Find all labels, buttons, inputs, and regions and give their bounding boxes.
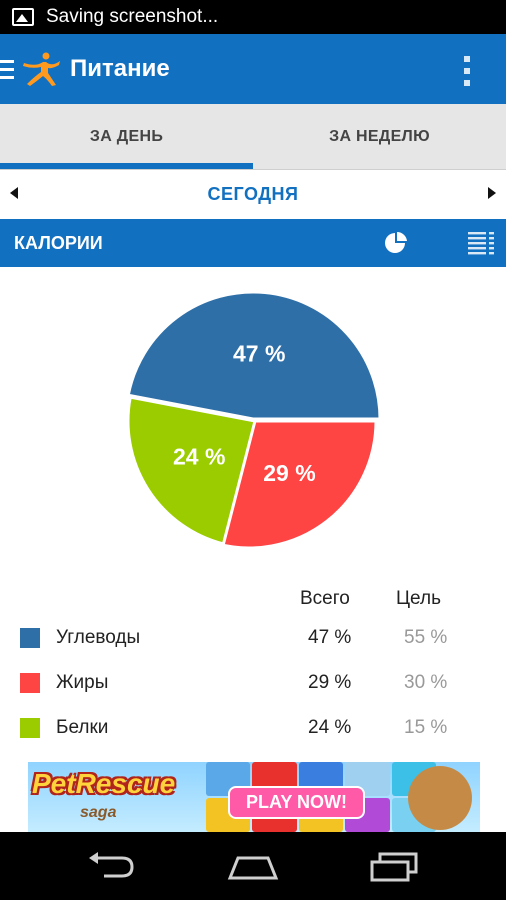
row-total: 47 % xyxy=(308,627,352,648)
carbs-swatch xyxy=(20,628,40,648)
header-total: Всего xyxy=(300,588,350,609)
system-nav-bar xyxy=(0,832,506,900)
ad-banner[interactable]: PetRescue saga PLAY NOW! xyxy=(28,762,480,832)
legend-row-protein: Белки 24 % 15 % xyxy=(0,708,506,753)
next-day-icon[interactable] xyxy=(488,187,496,199)
calorie-pie-chart: 47 % 29 % 24 % xyxy=(0,267,506,567)
row-name: Белки xyxy=(56,717,109,738)
pie-chart-icon[interactable] xyxy=(384,231,408,255)
date-label[interactable]: СЕГОДНЯ xyxy=(207,183,299,204)
status-bar: Saving screenshot... xyxy=(0,0,506,34)
previous-day-icon[interactable] xyxy=(10,187,18,199)
page-title: Питание xyxy=(70,55,170,82)
ad-brand-sub: saga xyxy=(80,804,117,821)
row-total: 24 % xyxy=(308,717,352,738)
tab-day[interactable]: ЗА ДЕНЬ xyxy=(0,104,253,169)
pie-label-3: 24 % xyxy=(173,443,225,469)
header-goal: Цель xyxy=(396,588,441,609)
pie-svg: 47 % 29 % 24 % xyxy=(126,290,382,550)
macro-legend: Всего Цель Углеводы 47 % 55 % Жиры 29 % … xyxy=(0,582,506,753)
menu-icon[interactable] xyxy=(0,59,16,79)
protein-swatch xyxy=(20,718,40,738)
legend-row-fat: Жиры 29 % 30 % xyxy=(0,663,506,708)
back-icon[interactable] xyxy=(86,852,138,878)
list-view-icon[interactable] xyxy=(468,231,494,255)
date-navigator: СЕГОДНЯ xyxy=(0,171,506,217)
section-title: КАЛОРИИ xyxy=(14,232,103,253)
action-bar: Питание xyxy=(0,34,506,104)
row-total: 29 % xyxy=(308,672,352,693)
row-goal: 15 % xyxy=(404,717,448,738)
fat-swatch xyxy=(20,673,40,693)
pie-slice-3 xyxy=(126,395,257,546)
pie-slice-2 xyxy=(215,419,378,550)
ad-brand: PetRescue xyxy=(32,768,176,799)
ad-dog-mascot xyxy=(408,766,472,830)
overflow-menu-icon[interactable] xyxy=(464,56,470,86)
home-icon[interactable] xyxy=(226,852,280,880)
row-name: Жиры xyxy=(56,672,109,693)
tab-bar: ЗА ДЕНЬ ЗА НЕДЕЛЮ xyxy=(0,104,506,170)
legend-row-carbs: Углеводы 47 % 55 % xyxy=(0,618,506,663)
image-icon xyxy=(12,8,34,26)
ad-play-button[interactable]: PLAY NOW! xyxy=(228,786,366,819)
recent-apps-icon[interactable] xyxy=(370,852,420,882)
row-name: Углеводы xyxy=(56,627,141,648)
row-goal: 30 % xyxy=(404,672,448,693)
pie-label-2: 29 % xyxy=(263,460,315,486)
status-text: Saving screenshot... xyxy=(46,6,219,27)
calories-header: КАЛОРИИ xyxy=(0,219,506,267)
app-logo[interactable] xyxy=(22,49,62,89)
pie-slice-1 xyxy=(126,290,382,421)
legend-header: Всего Цель xyxy=(0,582,506,618)
tab-week[interactable]: ЗА НЕДЕЛЮ xyxy=(329,127,430,145)
pie-label-1: 47 % xyxy=(233,340,285,366)
row-goal: 55 % xyxy=(404,627,448,648)
